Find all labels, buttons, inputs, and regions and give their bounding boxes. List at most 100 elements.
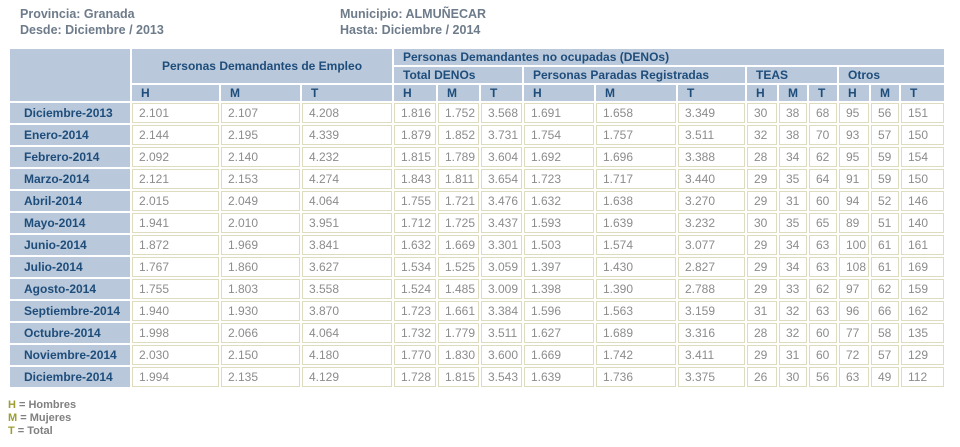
employment-table: Personas Demandantes de Empleo Personas …: [8, 47, 946, 389]
data-cell: 3.604: [481, 147, 522, 167]
row-label: Junio-2014: [10, 235, 130, 255]
data-cell: 1.816: [394, 103, 436, 123]
data-cell: 31: [779, 191, 807, 211]
legend-letter: H: [8, 399, 16, 411]
data-cell: 35: [779, 213, 807, 233]
row-label: Abril-2014: [10, 191, 130, 211]
data-cell: 29: [747, 257, 777, 277]
data-cell: 1.563: [596, 301, 676, 321]
data-cell: 3.951: [302, 213, 392, 233]
data-cell: 2.092: [132, 147, 219, 167]
data-cell: 93: [839, 125, 869, 145]
data-cell: 1.872: [132, 235, 219, 255]
data-cell: 3.600: [481, 345, 522, 365]
data-cell: 57: [871, 125, 899, 145]
data-cell: 66: [871, 301, 899, 321]
col-sub-teas: TEAS: [747, 67, 837, 83]
data-cell: 2.827: [678, 257, 745, 277]
data-cell: 4.129: [302, 367, 392, 387]
data-cell: 32: [747, 125, 777, 145]
data-cell: 2.015: [132, 191, 219, 211]
data-cell: 2.195: [221, 125, 300, 145]
data-cell: 29: [747, 345, 777, 365]
col-sub-paradas-registradas: Personas Paradas Registradas: [524, 67, 745, 83]
data-cell: 3.437: [481, 213, 522, 233]
data-cell: 4.339: [302, 125, 392, 145]
data-cell: 4.064: [302, 323, 392, 343]
data-cell: 3.077: [678, 235, 745, 255]
col-header-t: T: [302, 85, 392, 101]
row-label: Octubre-2014: [10, 323, 130, 343]
data-cell: 3.388: [678, 147, 745, 167]
data-cell: 60: [809, 191, 837, 211]
table-row: Febrero-2014 2.092 2.140 4.232 1.815 1.789 3.6…: [10, 147, 945, 167]
data-cell: 1.534: [394, 257, 436, 277]
data-cell: 3.375: [678, 367, 745, 387]
data-cell: 95: [839, 103, 869, 123]
data-cell: 59: [871, 147, 899, 167]
data-cell: 34: [779, 147, 807, 167]
data-cell: 32: [779, 301, 807, 321]
table-row: Julio-2014 1.767 1.860 3.627 1.534 1.525 3.059…: [10, 257, 945, 277]
table-row: Noviembre-2014 2.030 2.150 4.180 1.770 1.830 3…: [10, 345, 945, 365]
data-cell: 1.723: [394, 301, 436, 321]
data-cell: 31: [747, 301, 777, 321]
table-row: Enero-2014 2.144 2.195 4.339 1.879 1.852 3.731…: [10, 125, 945, 145]
data-cell: 62: [809, 147, 837, 167]
municipio-label: Municipio: ALMUÑECAR: [340, 7, 487, 21]
data-cell: 1.728: [394, 367, 436, 387]
row-label: Febrero-2014: [10, 147, 130, 167]
data-cell: 30: [779, 367, 807, 387]
col-header-m: M: [438, 85, 479, 101]
data-cell: 62: [871, 279, 899, 299]
table-row: Mayo-2014 1.941 2.010 3.951 1.712 1.725 3.437 1…: [10, 213, 945, 233]
data-cell: 3.440: [678, 169, 745, 189]
data-cell: 63: [809, 235, 837, 255]
data-cell: 3.511: [481, 323, 522, 343]
data-cell: 57: [871, 345, 899, 365]
data-cell: 1.755: [132, 279, 219, 299]
col-header-h: H: [524, 85, 594, 101]
data-cell: 3.349: [678, 103, 745, 123]
col-header-t: T: [678, 85, 745, 101]
data-cell: 1.815: [438, 367, 479, 387]
data-cell: 1.770: [394, 345, 436, 365]
data-cell: 1.757: [596, 125, 676, 145]
data-cell: 1.669: [524, 345, 594, 365]
data-cell: 3.301: [481, 235, 522, 255]
data-cell: 26: [747, 367, 777, 387]
hasta-label: Hasta: Diciembre / 2014: [340, 23, 481, 37]
table-row: Diciembre-2014 1.994 2.135 4.129 1.728 1.815 3…: [10, 367, 945, 387]
data-cell: 94: [839, 191, 869, 211]
data-cell: 77: [839, 323, 869, 343]
header-row-subgroups: Total DENOs Personas Paradas Registradas…: [10, 67, 945, 83]
info-left: Provincia: Granada Desde: Diciembre / 20…: [20, 6, 340, 38]
col-header-h: H: [132, 85, 219, 101]
data-cell: 30: [747, 103, 777, 123]
data-cell: 2.144: [132, 125, 219, 145]
row-label: Septiembre-2014: [10, 301, 130, 321]
data-cell: 1.736: [596, 367, 676, 387]
data-cell: 1.691: [524, 103, 594, 123]
col-header-m: M: [871, 85, 899, 101]
legend-letter: T: [8, 425, 15, 437]
table-row: Abril-2014 2.015 2.049 4.064 1.755 1.721 3.476…: [10, 191, 945, 211]
data-cell: 112: [901, 367, 945, 387]
data-cell: 1.390: [596, 279, 676, 299]
data-cell: 1.503: [524, 235, 594, 255]
data-cell: 61: [871, 257, 899, 277]
data-cell: 29: [747, 279, 777, 299]
data-cell: 3.270: [678, 191, 745, 211]
header-row-groups: Personas Demandantes de Empleo Personas …: [10, 49, 945, 101]
table-row: Agosto-2014 1.755 1.803 3.558 1.524 1.485 3.00…: [10, 279, 945, 299]
data-cell: 1.627: [524, 323, 594, 343]
data-cell: 3.558: [302, 279, 392, 299]
data-cell: 89: [839, 213, 869, 233]
data-cell: 1.860: [221, 257, 300, 277]
provincia-label: Provincia: Granada: [20, 7, 135, 21]
legend-text: = Mujeres: [17, 412, 72, 424]
data-cell: 2.140: [221, 147, 300, 167]
data-cell: 4.232: [302, 147, 392, 167]
data-cell: 1.752: [438, 103, 479, 123]
data-cell: 135: [901, 323, 945, 343]
